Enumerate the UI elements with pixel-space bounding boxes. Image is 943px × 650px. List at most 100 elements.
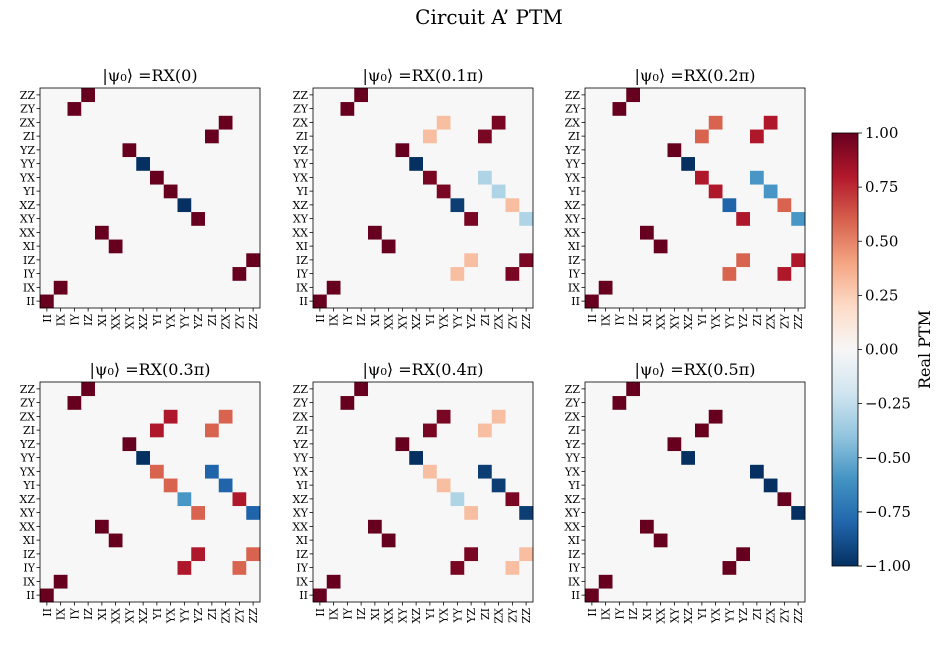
x-tick-label: IZ bbox=[627, 314, 640, 326]
heatmap-cell bbox=[423, 266, 438, 281]
heatmap-cell bbox=[122, 143, 137, 158]
heatmap-cell bbox=[122, 547, 137, 562]
heatmap-cell bbox=[612, 437, 627, 452]
y-tick-label: ZY bbox=[565, 397, 581, 410]
heatmap-cell bbox=[191, 184, 206, 199]
heatmap-cell bbox=[450, 253, 465, 268]
heatmap-cell bbox=[626, 533, 641, 548]
y-tick-label: XI bbox=[296, 240, 308, 253]
heatmap-cell bbox=[423, 382, 438, 397]
heatmap-cell bbox=[436, 143, 451, 158]
heatmap-cell bbox=[232, 101, 247, 116]
heatmap-cell bbox=[777, 239, 792, 254]
heatmap-cell bbox=[108, 211, 123, 226]
heatmap-cell bbox=[519, 382, 534, 397]
heatmap-cell bbox=[750, 574, 765, 589]
heatmap-cell bbox=[436, 505, 451, 520]
x-tick-label: XX bbox=[383, 314, 396, 330]
heatmap-cell bbox=[205, 225, 220, 240]
heatmap-cell bbox=[598, 88, 613, 103]
heatmap-cell bbox=[191, 198, 206, 213]
x-tick-label: XI bbox=[96, 608, 109, 620]
heatmap-cell bbox=[478, 492, 493, 507]
heatmap-cell bbox=[695, 101, 710, 116]
heatmap-cell bbox=[368, 505, 383, 520]
heatmap-cell bbox=[681, 156, 696, 171]
heatmap-cell bbox=[667, 478, 682, 493]
heatmap-cell bbox=[313, 198, 328, 213]
heatmap-cell bbox=[381, 533, 396, 548]
heatmap-cell bbox=[681, 170, 696, 185]
heatmap-cell bbox=[368, 519, 383, 534]
heatmap-cell bbox=[667, 423, 682, 438]
heatmap-cell bbox=[381, 437, 396, 452]
heatmap-cell bbox=[681, 437, 696, 452]
heatmap-cell bbox=[313, 519, 328, 534]
heatmap-cell bbox=[191, 294, 206, 309]
heatmap-cell bbox=[708, 478, 723, 493]
heatmap-cell bbox=[491, 409, 506, 424]
x-tick-label: YX bbox=[438, 314, 451, 330]
heatmap-cell bbox=[150, 88, 165, 103]
heatmap-cell bbox=[150, 423, 165, 438]
heatmap-cell bbox=[491, 464, 506, 479]
heatmap-cell bbox=[177, 211, 192, 226]
heatmap-cell bbox=[653, 294, 668, 309]
heatmap-cell bbox=[505, 574, 520, 589]
heatmap-cell bbox=[585, 115, 600, 130]
heatmap-cell bbox=[108, 547, 123, 562]
heatmap-cell bbox=[777, 129, 792, 144]
heatmap-cell bbox=[53, 574, 68, 589]
heatmap-cell bbox=[626, 505, 641, 520]
heatmap-cell bbox=[191, 211, 206, 226]
heatmap-cell bbox=[450, 437, 465, 452]
heatmap-cell bbox=[626, 156, 641, 171]
heatmap-cell bbox=[313, 547, 328, 562]
heatmap-cell bbox=[763, 266, 778, 281]
heatmap-cell bbox=[505, 560, 520, 575]
heatmap-cell bbox=[667, 492, 682, 507]
x-tick-label: YI bbox=[424, 314, 437, 327]
heatmap-cell bbox=[409, 143, 424, 158]
heatmap-cell bbox=[681, 280, 696, 295]
heatmap-cell bbox=[191, 423, 206, 438]
heatmap-cell bbox=[640, 395, 655, 410]
heatmap-cell bbox=[791, 88, 806, 103]
heatmap-cell bbox=[750, 450, 765, 465]
heatmap-cell bbox=[436, 115, 451, 130]
heatmap-cell bbox=[95, 280, 110, 295]
heatmap-cell bbox=[218, 560, 233, 575]
heatmap-cell bbox=[81, 211, 96, 226]
heatmap-cell bbox=[681, 547, 696, 562]
heatmap-cell bbox=[777, 492, 792, 507]
heatmap-cell bbox=[409, 437, 424, 452]
x-tick-label: YY bbox=[451, 607, 464, 623]
heatmap-cell bbox=[791, 143, 806, 158]
heatmap-cell bbox=[40, 588, 55, 603]
heatmap-cell bbox=[598, 198, 613, 213]
y-tick-label: ZZ bbox=[293, 383, 309, 396]
y-tick-label: YZ bbox=[564, 144, 580, 157]
heatmap-cell bbox=[326, 395, 341, 410]
heatmap-cell bbox=[177, 170, 192, 185]
heatmap-cell bbox=[423, 211, 438, 226]
heatmap-cell bbox=[464, 253, 479, 268]
heatmap-cell bbox=[340, 533, 355, 548]
heatmap-cell bbox=[67, 464, 82, 479]
heatmap-cell bbox=[708, 198, 723, 213]
heatmap-cell bbox=[708, 294, 723, 309]
heatmap-cell bbox=[177, 547, 192, 562]
heatmap-cell bbox=[598, 423, 613, 438]
heatmap-cell bbox=[450, 464, 465, 479]
heatmap-cell bbox=[163, 280, 178, 295]
heatmap-cell bbox=[218, 423, 233, 438]
heatmap-cell bbox=[81, 437, 96, 452]
heatmap-cell bbox=[436, 266, 451, 281]
x-tick-label: IY bbox=[613, 313, 626, 325]
heatmap-cell bbox=[436, 519, 451, 534]
heatmap-cell bbox=[40, 395, 55, 410]
heatmap-cell bbox=[681, 478, 696, 493]
heatmap-cell bbox=[791, 156, 806, 171]
heatmap-cell bbox=[491, 478, 506, 493]
heatmap-cell bbox=[653, 395, 668, 410]
